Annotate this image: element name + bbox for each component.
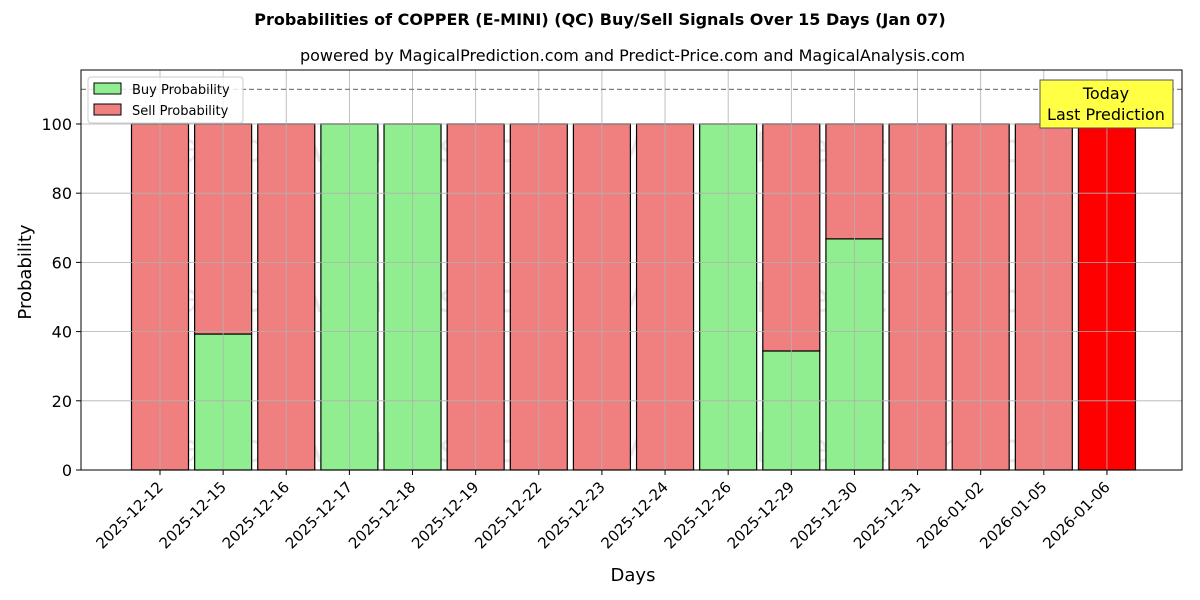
x-tick-label: 2025-12-24: [597, 478, 671, 552]
y-tick-label: 60: [52, 253, 72, 272]
y-tick-label: 20: [52, 392, 72, 411]
x-tick-label: 2025-12-30: [787, 478, 861, 552]
x-tick-label: 2025-12-19: [408, 478, 482, 552]
x-tick-label: 2026-01-02: [913, 478, 987, 552]
x-tick-label: 2025-12-18: [345, 478, 419, 552]
x-tick-label: 2026-01-05: [976, 478, 1050, 552]
y-tick-label: 100: [41, 115, 72, 134]
today-annotation: Today Last Prediction: [1039, 79, 1174, 129]
x-tick-label: 2025-12-22: [471, 478, 545, 552]
y-axis-label: Probability: [15, 224, 36, 319]
legend: Buy Probability Sell Probability: [87, 76, 244, 124]
x-tick-label: 2025-12-15: [156, 478, 230, 552]
legend-buy-swatch: [93, 82, 122, 95]
x-tick-label: 2026-01-06: [1039, 478, 1113, 552]
y-tick-label: 80: [52, 184, 72, 203]
y-tick-label: 0: [62, 461, 72, 480]
annotation-line1: Today: [1082, 84, 1129, 103]
chart-title: Probabilities of COPPER (E-MINI) (QC) Bu…: [254, 10, 946, 29]
legend-buy-label: Buy Probability: [132, 83, 230, 98]
x-axis-label: Days: [611, 565, 656, 586]
y-tick-label: 40: [52, 323, 72, 342]
legend-sell-swatch: [93, 103, 122, 116]
x-tick-label: 2025-12-16: [219, 478, 293, 552]
x-tick-label: 2025-12-12: [92, 478, 166, 552]
annotation-box: [1039, 79, 1174, 129]
chart-subtitle: powered by MagicalPrediction.com and Pre…: [299, 46, 966, 65]
annotation-line2: Last Prediction: [1047, 105, 1165, 124]
x-tick-label: 2025-12-26: [661, 478, 735, 552]
legend-sell-label: Sell Probability: [132, 104, 229, 119]
x-tick-label: 2025-12-31: [850, 478, 924, 552]
x-tick-label: 2025-12-23: [534, 478, 608, 552]
x-tick-label: 2025-12-29: [724, 478, 798, 552]
x-tick-label: 2025-12-17: [282, 478, 356, 552]
